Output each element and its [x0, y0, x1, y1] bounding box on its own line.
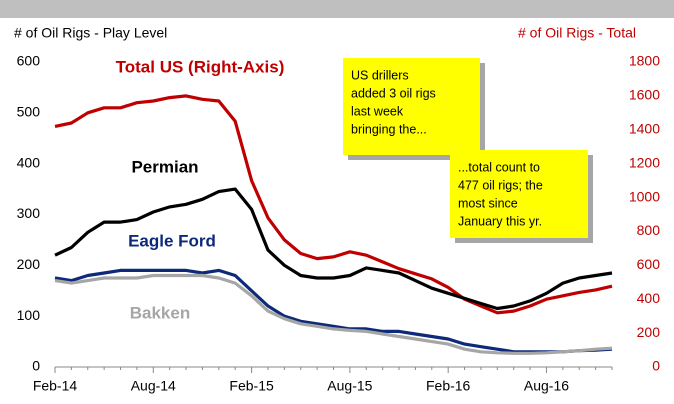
y-tick-label: 500: [17, 104, 41, 120]
annotation-text: January this yr.: [458, 214, 542, 228]
y-tick-label: 0: [32, 358, 40, 374]
y2-tick-label: 1800: [629, 53, 660, 69]
y2-tick-label: 200: [637, 324, 661, 340]
x-tick-label: Aug-16: [524, 378, 569, 394]
y-axis-title: # of Oil Rigs - Play Level: [14, 25, 167, 41]
series-line: [54, 187, 613, 311]
annotation-text: 477 oil rigs; the: [458, 178, 543, 192]
x-tick-label: Aug-14: [131, 378, 176, 394]
x-tick-label: Aug-15: [327, 378, 372, 394]
series-label: Eagle Ford: [128, 231, 216, 250]
series-label: Total US (Right-Axis): [116, 57, 285, 76]
y2-tick-label: 1000: [629, 188, 660, 204]
x-tick-label: Feb-14: [33, 378, 78, 394]
y2-tick-label: 1400: [629, 120, 660, 136]
y-tick-label: 200: [17, 256, 41, 272]
annotation-text: most since: [458, 196, 518, 210]
annotation-text: last week: [351, 104, 404, 118]
series-line: [54, 94, 613, 315]
x-tick-label: Feb-15: [229, 378, 274, 394]
y2-tick-label: 1600: [629, 87, 660, 103]
y-tick-label: 600: [17, 53, 41, 69]
series-line: [54, 273, 613, 355]
annotation-text: ...total count to: [458, 160, 540, 174]
annotation-text: US drillers: [351, 68, 409, 82]
annotation-text: added 3 oil rigs: [351, 86, 436, 100]
x-tick-label: Feb-16: [426, 378, 471, 394]
y-tick-label: 400: [17, 154, 41, 170]
header-bar: [0, 0, 674, 18]
y2-tick-label: 0: [652, 358, 660, 374]
y2-tick-label: 800: [637, 222, 661, 238]
y-tick-label: 100: [17, 307, 41, 323]
series-label: Permian: [131, 157, 198, 176]
annotation-box: [450, 150, 588, 238]
y2-tick-label: 1200: [629, 154, 660, 170]
y-tick-label: 300: [17, 205, 41, 221]
annotation-box: [343, 58, 480, 155]
annotation-text: bringing the...: [351, 122, 427, 136]
series-label: Bakken: [130, 303, 190, 322]
y2-tick-label: 600: [637, 256, 661, 272]
y2-axis-title: # of Oil Rigs - Total: [518, 25, 636, 41]
y2-tick-label: 400: [637, 290, 661, 306]
